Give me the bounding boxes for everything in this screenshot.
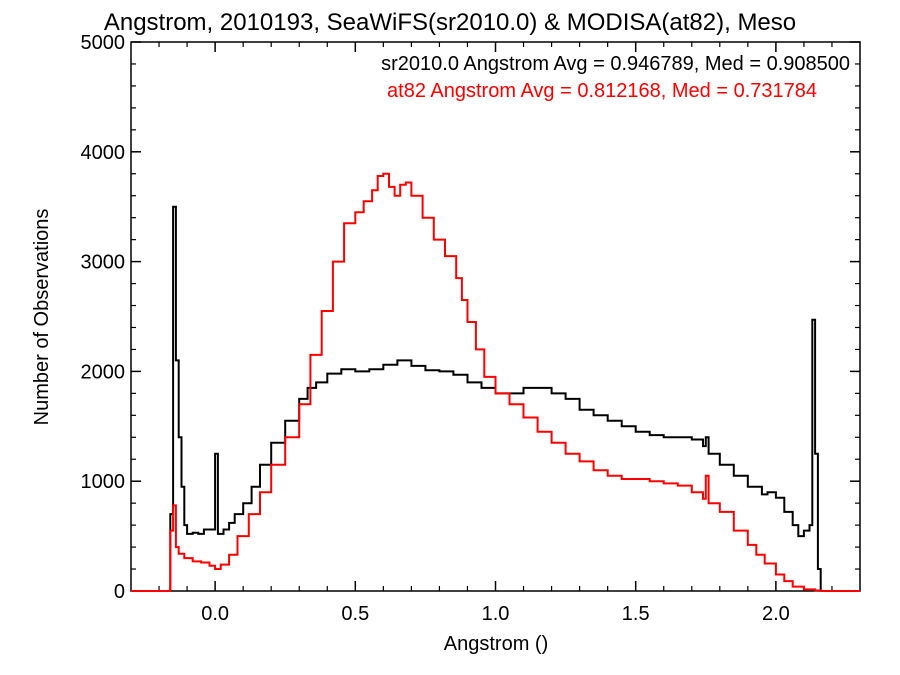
series-at82-histogram [131,172,860,592]
y-tick-label: 0 [114,581,125,603]
plot-border [130,41,861,592]
plot-frame [130,41,861,592]
x-tick-label: 0.0 [201,603,229,625]
annotation-at82-stats: at82 Angstrom Avg = 0.812168, Med = 0.73… [387,80,817,102]
x-axis-label: Angstrom () [444,633,548,655]
series-group [131,172,860,592]
series-sr2010-histogram [131,205,860,592]
x-tick-label: 1.0 [482,603,510,625]
y-tick-label: 5000 [81,32,126,54]
y-tick-label: 3000 [81,252,126,274]
y-tick-label: 4000 [81,142,126,164]
x-tick-label: 1.5 [622,603,650,625]
annotation-sr2010-stats: sr2010.0 Angstrom Avg = 0.946789, Med = … [381,53,850,75]
x-tick-label: 2.0 [762,603,790,625]
chart-title: Angstrom, 2010193, SeaWiFS(sr2010.0) & M… [104,9,796,36]
y-tick-label: 2000 [81,361,126,383]
y-axis-label: Number of Observations [31,209,53,426]
x-axis: 0.0 0.5 1.0 1.5 2.0 [158,42,833,625]
x-tick-label: 0.5 [341,603,369,625]
y-axis: 0 1000 2000 3000 4000 5000 [81,32,860,603]
y-tick-label: 1000 [81,471,126,493]
